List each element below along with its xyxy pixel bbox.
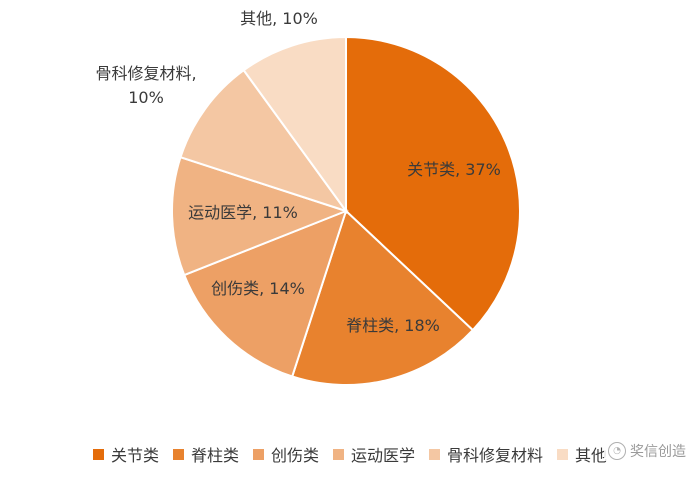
watermark-text: 奖信创造 [630,444,686,460]
pie-chart: 关节类, 37% 脊柱类, 18% 创伤类, 14% 运动医学, 11% 骨科修复材料,… [95,9,521,386]
legend-swatch-trauma [252,448,264,460]
pie-slice-trauma [182,209,348,378]
legend-item-repair-material: 骨科修复材料 [429,442,543,466]
legend-label-sports-medicine: 运动医学 [351,446,416,465]
legend-swatch-joint [92,448,104,460]
legend-label-joint: 关节类 [110,446,159,465]
legend-label-trauma: 创伤类 [270,446,319,465]
legend-label-spine: 脊柱类 [190,446,239,465]
pie-slice-repair-material [179,68,349,213]
data-label-sports-medicine: 运动医学, 11% [188,203,298,222]
legend-item-spine: 脊柱类 [172,442,239,466]
data-label-trauma: 创伤类, 14% [211,279,305,298]
legend-item-sports-medicine: 运动医学 [333,442,415,466]
legend-swatch-spine [172,448,184,460]
legend-item-other: 其他 [557,442,607,466]
wechat-icon: ◔ [608,442,626,460]
legend-swatch-other [557,448,569,460]
legend-swatch-sports-medicine [333,448,344,460]
legend-label-repair-material: 骨科修复材料 [447,446,544,465]
data-label-joint: 关节类, 37% [407,160,501,179]
pie-slice-joint [345,35,521,332]
pie-slice-spine [290,209,475,386]
legend-label-other: 其他 [575,446,608,465]
watermark: ◔ 奖信创造 [604,441,690,461]
legend-item-joint: 关节类 [92,442,159,466]
pie-slice-sports-medicine [171,155,349,277]
legend-swatch-repair-material [429,448,441,460]
legend: 关节类 脊柱类 创伤类 运动医学 骨科修复材料 其他 [0,442,700,466]
data-label-repair-material-line-2: 10% [128,88,164,107]
legend-item-trauma: 创伤类 [252,442,319,466]
data-label-spine: 脊柱类, 18% [346,316,440,335]
data-label-other: 其他, 10% [240,9,318,28]
data-label-repair-material-line-1: 骨科修复材料, [95,64,196,83]
pie-slice-other [242,35,347,215]
